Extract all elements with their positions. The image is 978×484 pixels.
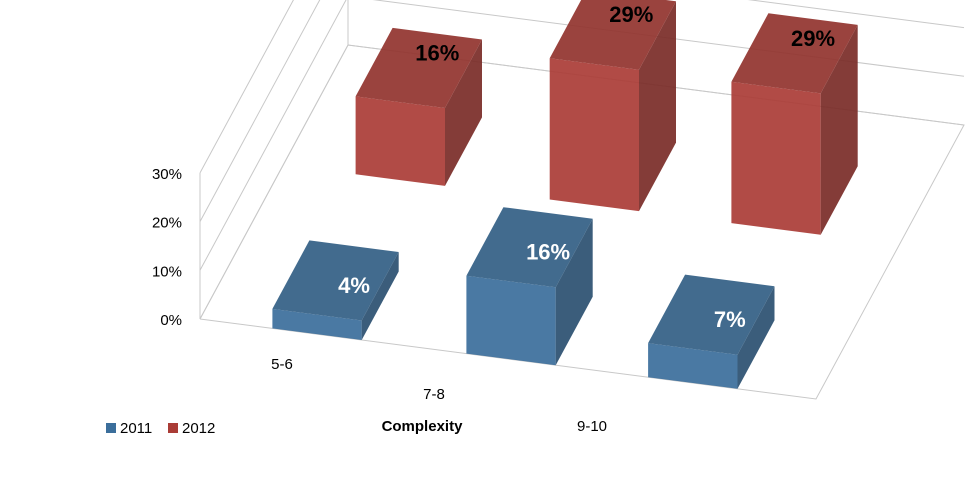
data-label: 29% [791,26,835,51]
y-tick-label: 0% [160,312,182,329]
bar-side-face [737,286,775,389]
bar-top-face [549,0,676,70]
gridline [199,0,965,222]
bar-2011-5-6 [272,240,399,340]
bar-2012-7-8 [549,0,676,212]
x-tick-label: 5-6 [271,356,293,373]
bar-front-face [355,96,445,186]
bar-top-face [272,240,399,321]
x-axis: Complexity 5-6 7-8 9-10 [271,356,607,435]
bar-front-face [731,81,821,235]
bar-front-face [648,343,738,389]
bar-2011-9-10 [648,274,775,389]
bar-top-face [355,27,482,108]
bar-side-face [555,218,593,366]
data-label: 7% [714,307,746,332]
bars [272,0,858,389]
y-tick-label: 30% [152,166,182,183]
bar-2012-5-6 [355,27,482,186]
x-tick-label: 7-8 [423,386,445,403]
x-tick-label: 9-10 [577,418,607,435]
legend: 2011 2012 [106,420,215,437]
bar-top-face [731,13,858,94]
legend-swatch-2012 [168,423,178,433]
legend-label-2012: 2012 [182,420,215,437]
bar-2011-7-8 [466,207,593,366]
bar-side-face [445,39,482,186]
bar-front-face [549,58,639,212]
bar-side-face [361,252,399,340]
x-axis-title: Complexity [382,418,464,435]
bar-top-face [466,207,593,288]
data-label: 16% [526,240,570,265]
y-tick-label: 10% [152,263,182,280]
legend-swatch-2011 [106,423,116,433]
bar-top-face [648,274,775,355]
bar-front-face [272,308,362,340]
legend-label-2011: 2011 [120,420,152,437]
gridline [199,0,294,174]
y-tick-label: 20% [152,215,182,232]
y-axis: 0% 10% 20% 30% [152,166,182,329]
bar-side-face [820,24,858,235]
data-label: 16% [415,40,459,65]
data-label: 4% [338,273,370,298]
data-labels: 16% 29% 29% 4% 16% 7% [338,2,835,332]
bar-2012-9-10 [731,13,858,235]
data-label: 29% [609,2,653,27]
bar-side-face [639,1,676,212]
bar-front-face [466,275,556,366]
